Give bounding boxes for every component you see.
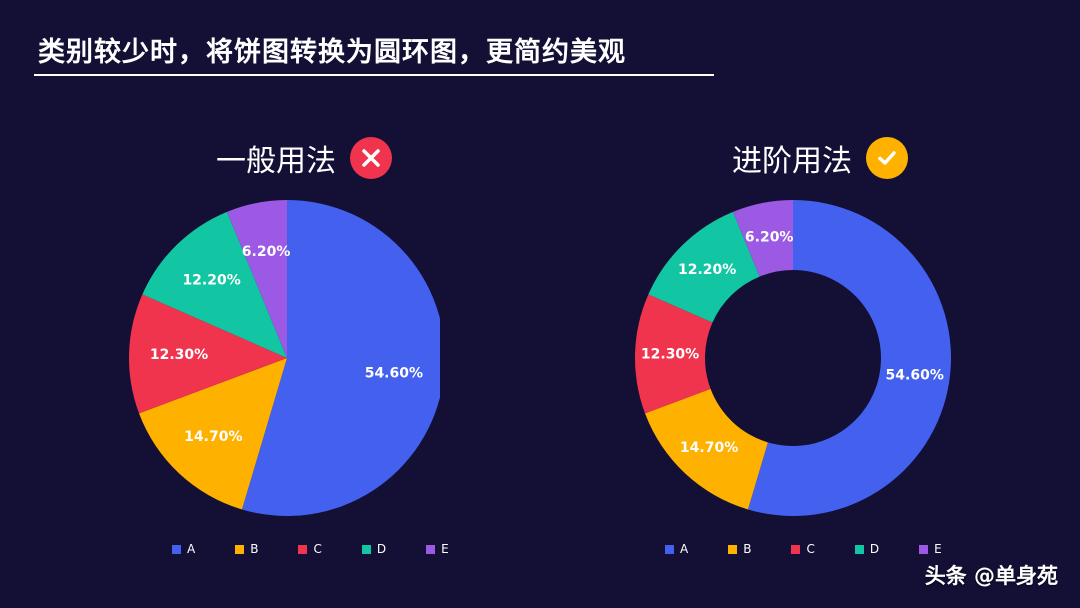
- legend-item-c: C: [791, 542, 815, 556]
- cross-icon: [350, 137, 392, 179]
- legend-swatch-e: [426, 544, 436, 554]
- data-label-b: 14.70%: [680, 440, 738, 456]
- slice-b: [645, 388, 768, 510]
- slice-d: [142, 211, 287, 358]
- pie-chart-title: 一般用法: [216, 144, 336, 179]
- legend-label-b: B: [743, 542, 752, 556]
- page-title: 类别较少时，将饼图转换为圆环图，更简约美观: [38, 37, 626, 68]
- data-label-b: 14.70%: [184, 429, 242, 445]
- legend-swatch-c: [298, 544, 308, 554]
- legend-item-b: B: [728, 542, 751, 556]
- legend-swatch-a: [172, 544, 181, 554]
- legend-swatch-e: [919, 544, 929, 554]
- data-label-d: 12.20%: [182, 273, 240, 289]
- data-label-e: 6.20%: [242, 244, 291, 260]
- slice-e: [226, 200, 287, 358]
- data-label-c: 12.30%: [150, 347, 208, 363]
- legend-swatch-c: [791, 544, 801, 554]
- legend-label-d: D: [376, 542, 387, 556]
- legend-label-b: B: [250, 542, 259, 556]
- legend-swatch-d: [361, 544, 371, 554]
- legend-swatch-d: [854, 544, 864, 554]
- legend-label-a: A: [680, 542, 689, 556]
- slice-c: [128, 294, 287, 414]
- legend-label-c: C: [806, 542, 815, 556]
- legend-item-a: A: [665, 542, 688, 556]
- slice-a: [747, 200, 951, 516]
- legend-item-a: A: [172, 542, 195, 556]
- legend-label-a: A: [187, 542, 196, 556]
- legend-swatch-a: [665, 544, 674, 554]
- legend-item-e: E: [919, 542, 942, 556]
- legend-label-d: D: [869, 542, 880, 556]
- legend-item-b: B: [235, 542, 258, 556]
- legend-item-d: D: [854, 542, 880, 556]
- data-label-d: 12.20%: [678, 262, 736, 278]
- legend-label-c: C: [313, 542, 322, 556]
- legend-item-c: C: [298, 542, 322, 556]
- slice-c: [635, 294, 713, 414]
- watermark: 头条 @单身苑: [924, 564, 1058, 588]
- slice-d: [648, 211, 760, 323]
- donut-chart-heading: 进阶用法: [732, 136, 908, 180]
- legend-swatch-b: [235, 544, 245, 554]
- data-label-a: 54.60%: [365, 366, 423, 382]
- pie-chart: 54.60% 14.70% 12.30% 12.20%6.20%: [128, 200, 440, 516]
- data-label-e: 6.20%: [745, 229, 794, 245]
- donut-chart-legend: A B C D E: [665, 542, 942, 556]
- pie-chart-heading: 一般用法: [216, 136, 392, 180]
- data-label-c: 12.30%: [641, 347, 699, 363]
- legend-item-d: D: [361, 542, 387, 556]
- pie-chart-legend: A B C D E: [172, 542, 449, 556]
- legend-item-e: E: [426, 542, 449, 556]
- donut-chart: 54.60% 14.70% 12.30% 12.20% 6.20%: [635, 200, 951, 516]
- slice-a: [241, 200, 440, 516]
- slice-e: [732, 200, 793, 277]
- legend-label-e: E: [934, 542, 942, 556]
- check-icon: [866, 137, 908, 179]
- data-label-a: 54.60%: [886, 368, 944, 384]
- legend-swatch-b: [728, 544, 738, 554]
- legend-label-e: E: [441, 542, 449, 556]
- donut-chart-title: 进阶用法: [732, 144, 852, 179]
- slice-b: [139, 358, 287, 510]
- title-underline: [34, 74, 714, 76]
